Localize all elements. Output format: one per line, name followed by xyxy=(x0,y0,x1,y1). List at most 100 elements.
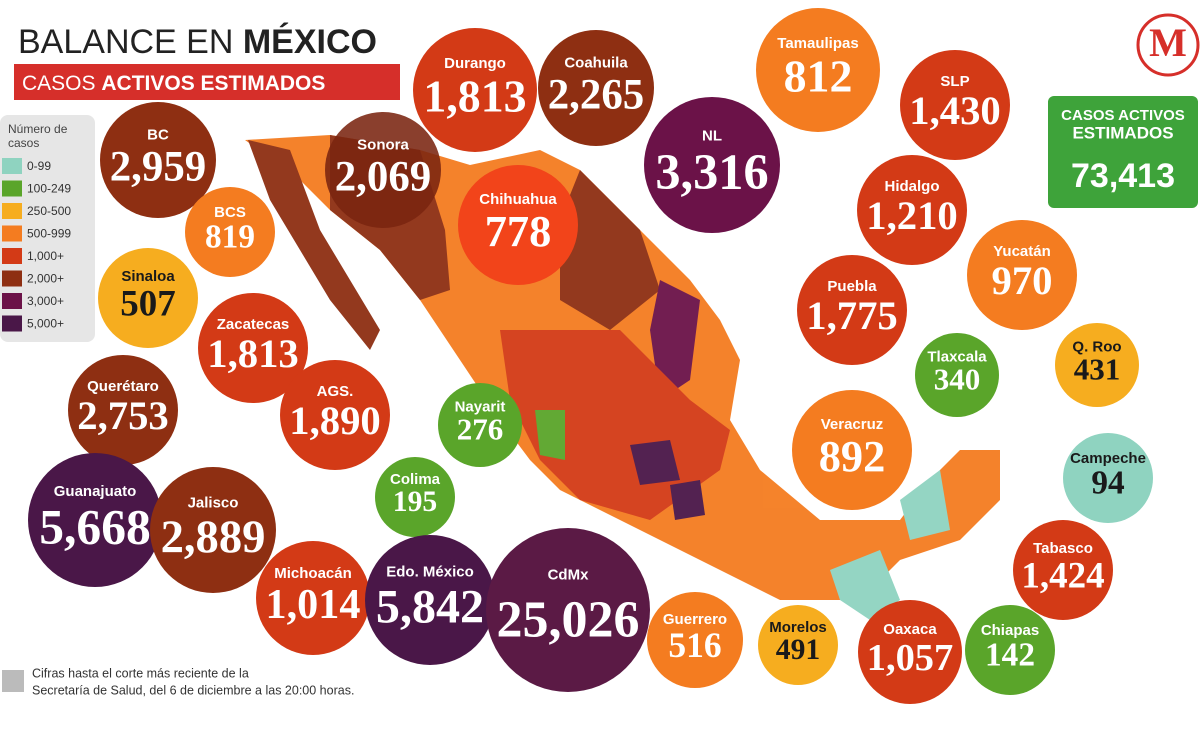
state-value: 1,890 xyxy=(289,398,381,443)
state-name: Chihuahua xyxy=(479,191,557,208)
legend-swatch xyxy=(2,315,22,332)
state-bubble xyxy=(756,8,880,132)
state-value: 507 xyxy=(120,283,176,324)
state-name: Puebla xyxy=(827,278,877,295)
title: BALANCE EN MÉXICO xyxy=(18,23,377,61)
map-campeche xyxy=(900,470,950,540)
state-bubble xyxy=(792,390,912,510)
subtitle: CASOS ACTIVOS ESTIMADOS xyxy=(22,72,325,95)
state-bubble xyxy=(644,97,780,233)
state-value: 1,813 xyxy=(423,71,526,122)
state-bubble xyxy=(280,360,390,470)
legend-swatch xyxy=(2,225,22,242)
state-value: 2,265 xyxy=(548,71,645,118)
state-name: Chiapas xyxy=(981,622,1039,639)
state-name: Coahuila xyxy=(564,55,628,72)
logo-ring xyxy=(1136,13,1200,77)
state-value: 516 xyxy=(668,625,721,665)
state-bubble xyxy=(413,28,537,152)
subtitle-band xyxy=(14,64,400,100)
state-value: 2,889 xyxy=(161,511,266,563)
state-name: Oaxaca xyxy=(883,621,937,638)
state-name: AGS. xyxy=(317,383,354,400)
state-name: Veracruz xyxy=(821,416,884,433)
state-value: 819 xyxy=(205,219,255,256)
state-bubble xyxy=(900,50,1010,160)
state-bubble xyxy=(965,605,1055,695)
state-name: BCS xyxy=(214,204,246,221)
state-bubble xyxy=(100,102,216,218)
state-value: 94 xyxy=(1091,465,1125,502)
state-value: 2,753 xyxy=(77,393,169,438)
map-nayarit xyxy=(535,410,565,460)
state-bubble xyxy=(438,383,522,467)
title-regular: BALANCE EN xyxy=(18,23,233,61)
state-bubble xyxy=(538,30,654,146)
state-name: Sinaloa xyxy=(121,268,175,285)
map-baja xyxy=(248,140,380,350)
legend-swatch xyxy=(2,270,22,287)
legend-swatch xyxy=(2,203,22,219)
state-value: 1,813 xyxy=(207,331,299,376)
state-name: Michoacán xyxy=(274,565,352,582)
state-name: Querétaro xyxy=(87,378,159,395)
map-coahuila xyxy=(560,170,660,330)
state-name: Campeche xyxy=(1070,450,1146,467)
state-name: Sonora xyxy=(357,137,409,154)
state-name: Hidalgo xyxy=(885,178,940,195)
state-value: 142 xyxy=(985,637,1035,674)
total-label: CASOS ACTIVOS xyxy=(1061,107,1185,124)
state-value: 970 xyxy=(991,258,1052,303)
state-bubble xyxy=(256,541,370,655)
subtitle-bold: ACTIVOS ESTIMADOS xyxy=(101,72,325,95)
state-bubble xyxy=(797,255,907,365)
legend-box xyxy=(0,115,95,342)
state-bubble xyxy=(325,112,441,228)
state-bubble xyxy=(967,220,1077,330)
state-bubble xyxy=(857,155,967,265)
map-edomex xyxy=(670,480,705,520)
state-name: Q. Roo xyxy=(1072,338,1121,355)
state-bubble xyxy=(98,248,198,348)
state-value: 5,668 xyxy=(39,499,151,554)
state-bubble xyxy=(375,457,455,537)
state-value: 2,069 xyxy=(335,153,432,200)
state-name: Zacatecas xyxy=(217,316,290,333)
state-name: BC xyxy=(147,127,169,144)
state-value: 892 xyxy=(819,431,886,481)
state-bubble xyxy=(185,187,275,277)
state-bubble xyxy=(758,605,838,685)
state-value: 1,014 xyxy=(266,581,361,628)
footnote: Cifras hasta el corte más reciente de la xyxy=(32,666,249,680)
state-name: Jalisco xyxy=(188,495,239,512)
state-name: Yucatán xyxy=(993,243,1051,260)
state-value: 1,424 xyxy=(1021,555,1104,596)
state-name: Colima xyxy=(390,471,441,488)
legend-swatch xyxy=(2,158,22,174)
legend-title: casos xyxy=(8,136,39,150)
state-value: 2,959 xyxy=(110,143,207,190)
state-value: 812 xyxy=(784,51,853,102)
state-name: Guanajuato xyxy=(54,483,137,500)
state-value: 340 xyxy=(934,362,981,397)
state-name: SLP xyxy=(940,73,969,90)
legend-label: 2,000+ xyxy=(27,272,64,286)
state-name: Morelos xyxy=(769,619,827,636)
state-bubble xyxy=(68,355,178,465)
map-gto xyxy=(630,440,680,485)
state-name: Tamaulipas xyxy=(777,35,858,52)
state-value: 276 xyxy=(457,412,504,447)
footnote-marker xyxy=(2,670,24,692)
state-value: 431 xyxy=(1074,352,1121,387)
state-name: Guerrero xyxy=(663,611,727,628)
state-name: Durango xyxy=(444,55,506,72)
state-bubble xyxy=(647,592,743,688)
legend-label: 3,000+ xyxy=(27,294,64,308)
state-bubble xyxy=(1063,433,1153,523)
state-value: 5,842 xyxy=(376,581,484,634)
logo: M xyxy=(1149,20,1187,65)
legend-label: 0-99 xyxy=(27,159,51,173)
state-bubble xyxy=(198,293,308,403)
